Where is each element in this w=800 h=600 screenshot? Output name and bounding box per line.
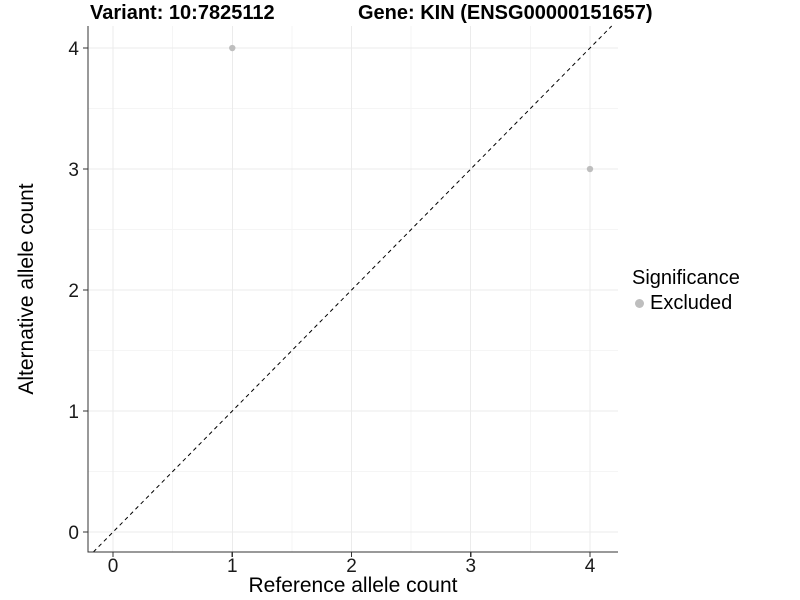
- x-tick-labels: 0 1 2 3 4: [108, 556, 596, 577]
- axis-ticks: [83, 47, 591, 557]
- tick-label: 1: [227, 556, 238, 577]
- legend-title: Significance: [632, 267, 740, 289]
- grid-minor: [88, 26, 618, 552]
- legend: Significance Excluded: [630, 266, 740, 314]
- axis-lines: [87, 26, 618, 553]
- data-point: [229, 44, 236, 52]
- tick-label: 2: [68, 281, 79, 302]
- tick-label: 1: [68, 402, 79, 423]
- legend-item-excluded: Excluded: [630, 292, 740, 314]
- tick-label: 3: [68, 160, 79, 181]
- tick-label: 4: [68, 39, 79, 60]
- legend-point-icon: [635, 298, 644, 308]
- x-axis-title: Reference allele count: [248, 574, 458, 597]
- y-tick-labels: 0 1 2 3 4: [68, 39, 79, 544]
- y-axis-title: Alternative allele count: [15, 183, 38, 395]
- plot-title-variant: Variant: 10:7825112: [90, 2, 275, 24]
- tick-label: 4: [585, 556, 596, 577]
- data-point: [586, 165, 594, 173]
- data-points: [229, 44, 594, 173]
- tick-label: 2: [346, 556, 357, 577]
- legend-item-label: Excluded: [650, 292, 733, 314]
- identity-line: [93, 25, 613, 553]
- tick-label: 3: [465, 556, 476, 577]
- tick-label: 0: [108, 556, 119, 577]
- grid-major: [88, 26, 618, 552]
- tick-label: 0: [68, 523, 79, 544]
- plot-title-gene: Gene: KIN (ENSG00000151657): [358, 2, 653, 24]
